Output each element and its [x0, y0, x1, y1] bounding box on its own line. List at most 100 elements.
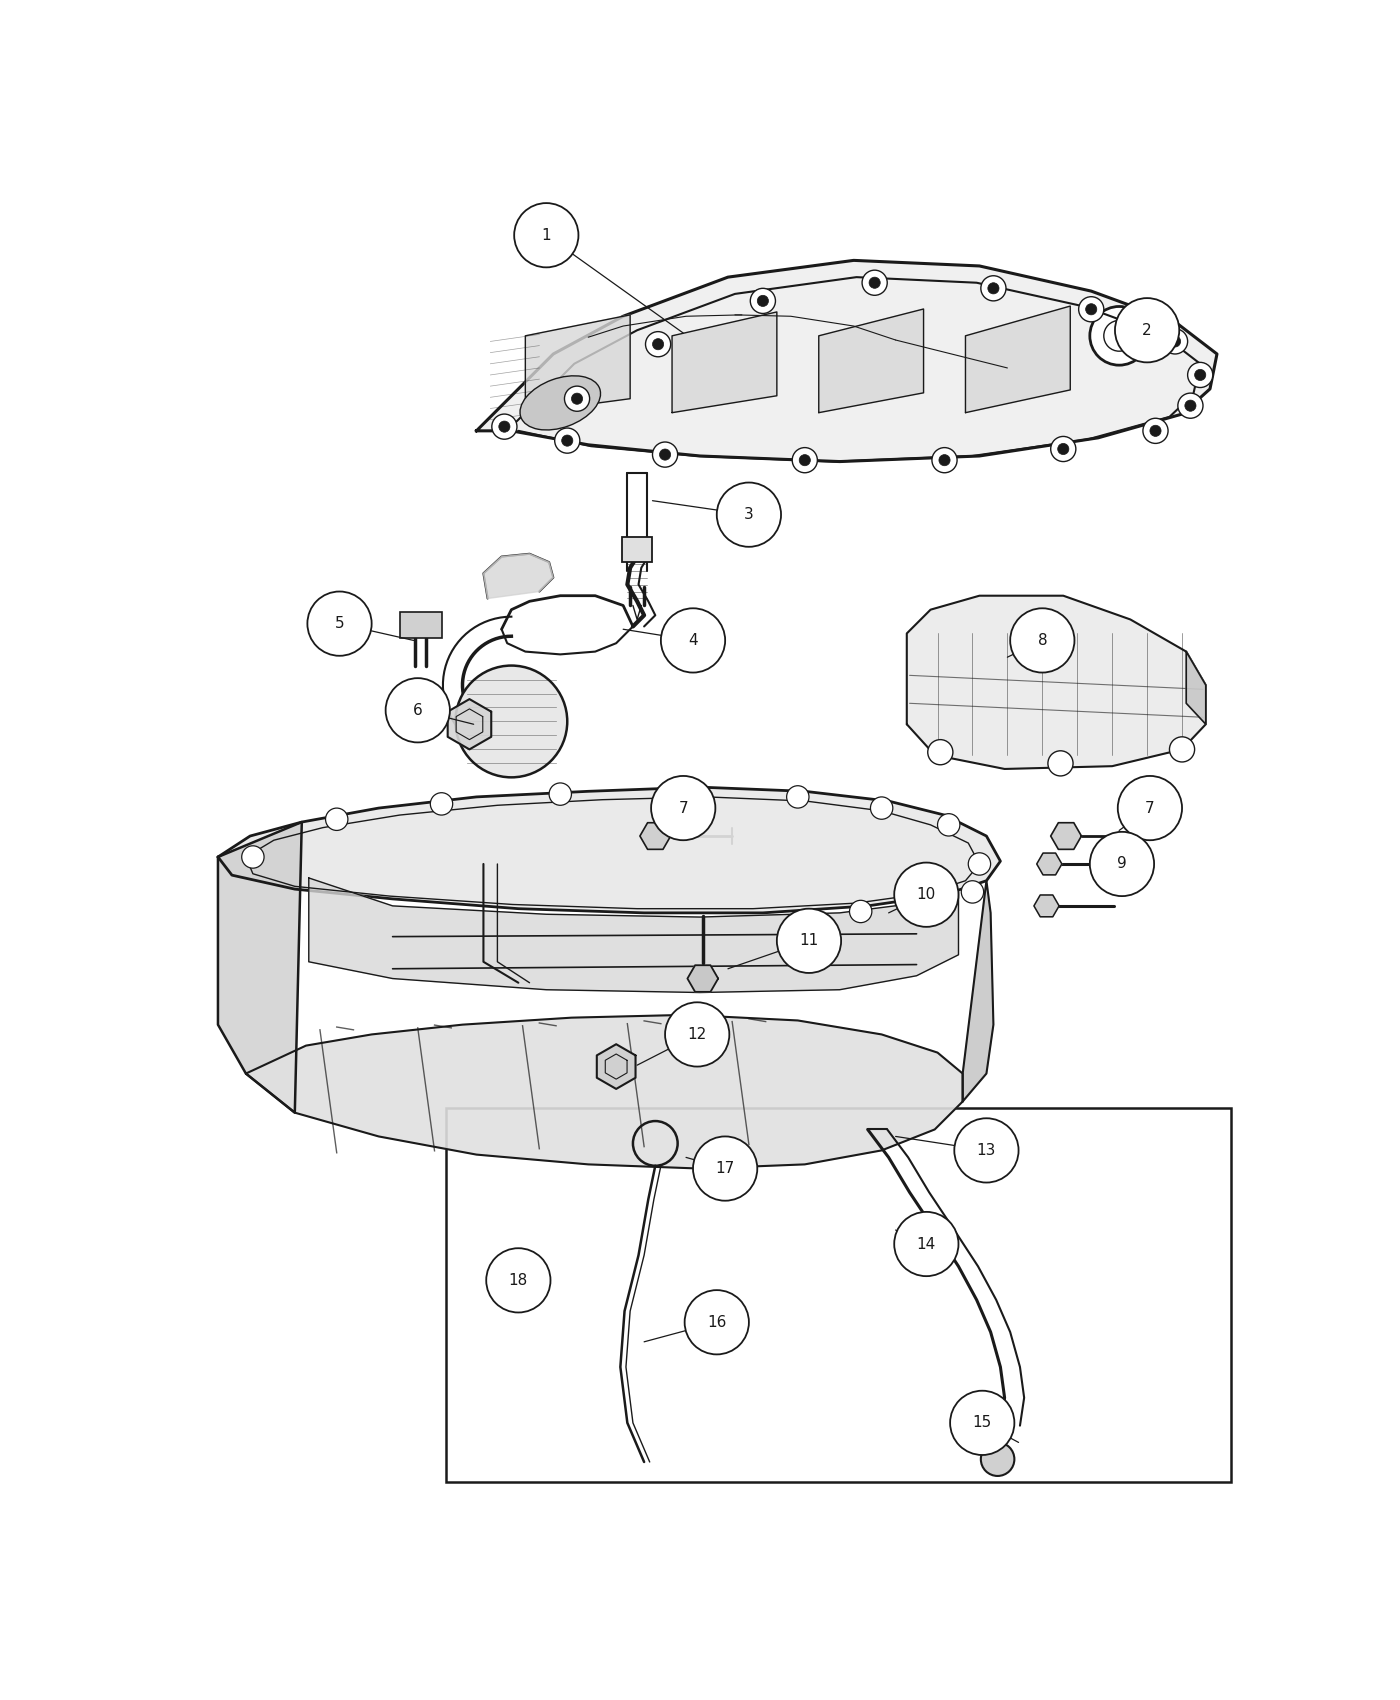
Polygon shape: [498, 1270, 532, 1309]
Text: 5: 5: [335, 615, 344, 631]
Circle shape: [951, 1391, 1015, 1455]
Text: 6: 6: [413, 702, 423, 717]
Circle shape: [787, 785, 809, 808]
Polygon shape: [640, 823, 671, 850]
FancyBboxPatch shape: [445, 1108, 1231, 1481]
Circle shape: [871, 797, 893, 819]
Polygon shape: [1051, 823, 1081, 850]
Polygon shape: [907, 595, 1205, 768]
Polygon shape: [1035, 894, 1058, 916]
Circle shape: [242, 847, 265, 869]
Text: 14: 14: [917, 1236, 937, 1251]
Polygon shape: [672, 311, 777, 413]
Circle shape: [988, 282, 1000, 294]
FancyBboxPatch shape: [622, 537, 652, 563]
Circle shape: [645, 332, 671, 357]
Polygon shape: [448, 699, 491, 750]
Polygon shape: [819, 309, 924, 413]
Circle shape: [1051, 437, 1075, 462]
Text: 2: 2: [1142, 323, 1152, 338]
Circle shape: [561, 435, 573, 445]
Circle shape: [955, 1119, 1019, 1183]
Polygon shape: [483, 554, 553, 598]
Polygon shape: [596, 1044, 636, 1090]
Text: 10: 10: [917, 887, 937, 903]
Circle shape: [1142, 418, 1168, 444]
Polygon shape: [687, 966, 718, 991]
Circle shape: [1089, 306, 1148, 366]
Circle shape: [486, 1248, 550, 1312]
Text: 18: 18: [508, 1273, 528, 1289]
Circle shape: [981, 275, 1007, 301]
Polygon shape: [246, 1015, 963, 1168]
Circle shape: [1078, 298, 1103, 321]
Text: 9: 9: [1117, 857, 1127, 872]
Circle shape: [969, 853, 991, 876]
Circle shape: [385, 678, 449, 743]
Circle shape: [659, 449, 671, 461]
Circle shape: [491, 415, 517, 439]
Circle shape: [1149, 425, 1161, 437]
Circle shape: [799, 454, 811, 466]
Circle shape: [326, 808, 347, 830]
Circle shape: [1089, 831, 1154, 896]
Circle shape: [777, 910, 841, 972]
Polygon shape: [218, 823, 302, 1114]
Circle shape: [792, 447, 818, 473]
Circle shape: [651, 775, 715, 840]
Circle shape: [1169, 337, 1180, 347]
Ellipse shape: [519, 376, 601, 430]
Circle shape: [928, 740, 953, 765]
Polygon shape: [218, 787, 1001, 913]
Circle shape: [930, 892, 952, 915]
Text: 1: 1: [542, 228, 552, 243]
Circle shape: [564, 386, 589, 411]
Circle shape: [1117, 775, 1182, 840]
Text: 7: 7: [679, 801, 687, 816]
Circle shape: [895, 862, 959, 926]
Polygon shape: [963, 881, 994, 1102]
Circle shape: [685, 1290, 749, 1355]
Text: 12: 12: [687, 1027, 707, 1042]
Polygon shape: [966, 306, 1070, 413]
Circle shape: [962, 881, 984, 903]
Circle shape: [869, 277, 881, 289]
Circle shape: [661, 609, 725, 673]
Circle shape: [652, 442, 678, 468]
Text: 16: 16: [707, 1314, 727, 1329]
Text: 4: 4: [689, 632, 697, 648]
Circle shape: [498, 422, 510, 432]
Text: 8: 8: [1037, 632, 1047, 648]
Circle shape: [750, 289, 776, 313]
Circle shape: [675, 780, 697, 802]
Polygon shape: [309, 877, 959, 993]
Text: 3: 3: [743, 507, 753, 522]
Circle shape: [455, 666, 567, 777]
Circle shape: [1049, 751, 1072, 775]
Circle shape: [1162, 328, 1187, 354]
Circle shape: [862, 270, 888, 296]
Text: 15: 15: [973, 1416, 991, 1430]
Circle shape: [430, 792, 452, 814]
Circle shape: [981, 1442, 1015, 1476]
Circle shape: [1184, 400, 1196, 411]
Circle shape: [939, 454, 951, 466]
Circle shape: [1085, 304, 1096, 314]
Circle shape: [1114, 298, 1179, 362]
Circle shape: [693, 1136, 757, 1200]
Circle shape: [850, 901, 872, 923]
Polygon shape: [476, 260, 1217, 462]
Text: 17: 17: [715, 1161, 735, 1176]
Circle shape: [571, 393, 582, 405]
Circle shape: [1169, 736, 1194, 762]
Circle shape: [932, 447, 958, 473]
Polygon shape: [1186, 651, 1205, 724]
Circle shape: [895, 1212, 959, 1277]
Circle shape: [1194, 369, 1205, 381]
Circle shape: [757, 296, 769, 306]
Circle shape: [549, 784, 571, 806]
Polygon shape: [1037, 853, 1061, 876]
Text: 7: 7: [1145, 801, 1155, 816]
Circle shape: [652, 338, 664, 350]
Circle shape: [938, 814, 960, 836]
